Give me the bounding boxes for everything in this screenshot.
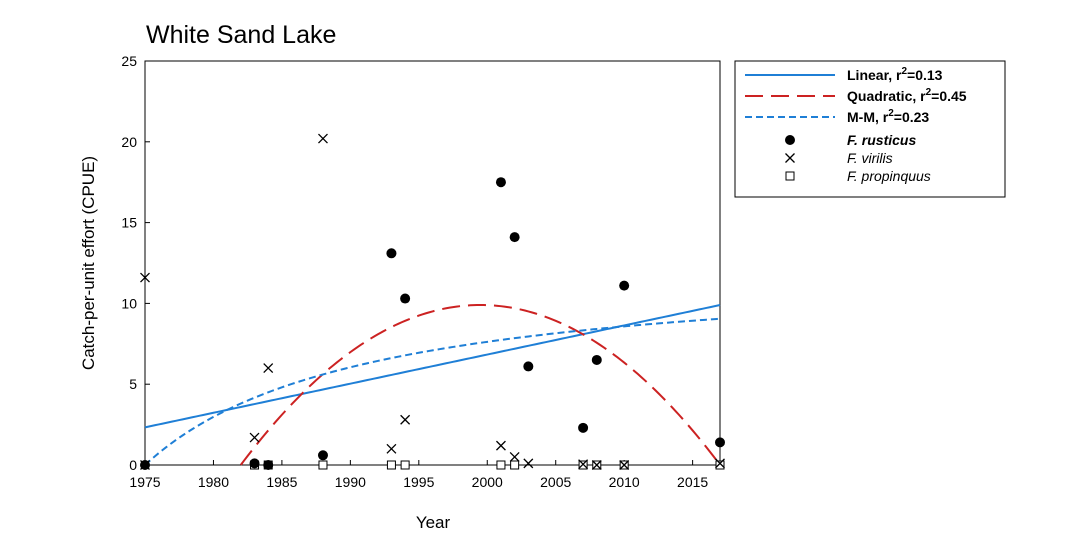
data-point-filled-circle (386, 248, 397, 259)
fit-line-quadratic (240, 304, 721, 466)
data-point-filled-circle (509, 232, 520, 243)
legend-marker-filled-circle (785, 135, 795, 145)
data-point-filled-circle (578, 422, 589, 433)
data-point-x (318, 133, 328, 144)
data-point-filled-circle (619, 280, 630, 291)
data-point-x (619, 460, 630, 470)
data-point-x (523, 458, 534, 469)
x-tick-label: 2005 (540, 474, 571, 490)
data-point-open-square (715, 460, 725, 470)
legend-label-series: F. rusticus (847, 132, 916, 148)
legend-label-series: F. propinquus (847, 168, 931, 184)
y-axis: 0 5 10 15 20 25 (121, 53, 150, 473)
data-point-x (591, 460, 602, 470)
data-point-x (509, 451, 520, 462)
x-tick-label: 1995 (403, 474, 434, 490)
data-point-open-square (496, 460, 506, 470)
y-tick-label: 10 (121, 295, 137, 311)
legend-box (734, 60, 1006, 198)
fit-line-michaelis-menten (144, 317, 721, 466)
data-point-filled-circle (591, 354, 602, 365)
y-tick-label: 25 (121, 53, 137, 69)
data-point-x (263, 363, 274, 373)
x-axis-label: Year (416, 513, 451, 532)
plot-frame (144, 60, 721, 466)
y-tick-label: 0 (129, 457, 137, 473)
x-tick-label: 1985 (266, 474, 297, 490)
data-points (140, 133, 725, 470)
data-point-open-square (400, 460, 410, 470)
x-tick-label: 1975 (129, 474, 160, 490)
y-tick-label: 20 (121, 134, 137, 150)
x-tick-label: 2000 (472, 474, 503, 490)
y-tick-label: 15 (121, 215, 137, 231)
y-tick-label: 5 (129, 376, 137, 392)
data-point-open-square (386, 460, 396, 470)
legend-label-series: F. virilis (847, 150, 893, 166)
data-point-filled-circle (495, 177, 506, 188)
data-point-filled-circle (317, 450, 328, 461)
legend-marker-x (785, 153, 795, 163)
data-point-filled-circle (140, 460, 150, 470)
x-tick-label: 2010 (609, 474, 640, 490)
data-point-filled-circle (263, 460, 274, 470)
x-tick-label: 1980 (198, 474, 229, 490)
y-axis-label: Catch-per-unit effort (CPUE) (79, 156, 98, 370)
x-axis: 1975 1980 1985 1990 1995 2000 2005 2010 2015 (129, 460, 708, 490)
data-point-x (495, 440, 506, 451)
legend-label-linear: Linear, r2=0.13 (847, 66, 943, 83)
data-point-filled-circle (715, 437, 725, 448)
data-point-filled-circle (523, 361, 534, 372)
legend-label-michaelis-menten: M-M, r2=0.23 (847, 108, 929, 125)
data-point-filled-circle (400, 293, 411, 304)
chart-title: White Sand Lake (146, 21, 336, 49)
plot-area (144, 60, 721, 466)
legend-marker-open-square (785, 171, 795, 181)
data-point-x (140, 272, 150, 283)
x-tick-label: 2015 (677, 474, 708, 490)
data-point-x (249, 432, 260, 443)
data-point-x (578, 459, 589, 470)
legend-label-quadratic: Quadratic, r2=0.45 (847, 87, 967, 104)
data-point-x (386, 443, 397, 454)
data-point-x (400, 414, 411, 425)
x-tick-label: 1990 (335, 474, 366, 490)
fit-lines (144, 304, 721, 466)
data-point-open-square (510, 460, 520, 470)
data-point-filled-circle (249, 458, 260, 469)
legend: Linear, r2=0.13 Quadratic, r2=0.45 M-M, r2… (734, 60, 1006, 198)
data-point-x (715, 458, 725, 469)
data-point-open-square (318, 460, 328, 470)
